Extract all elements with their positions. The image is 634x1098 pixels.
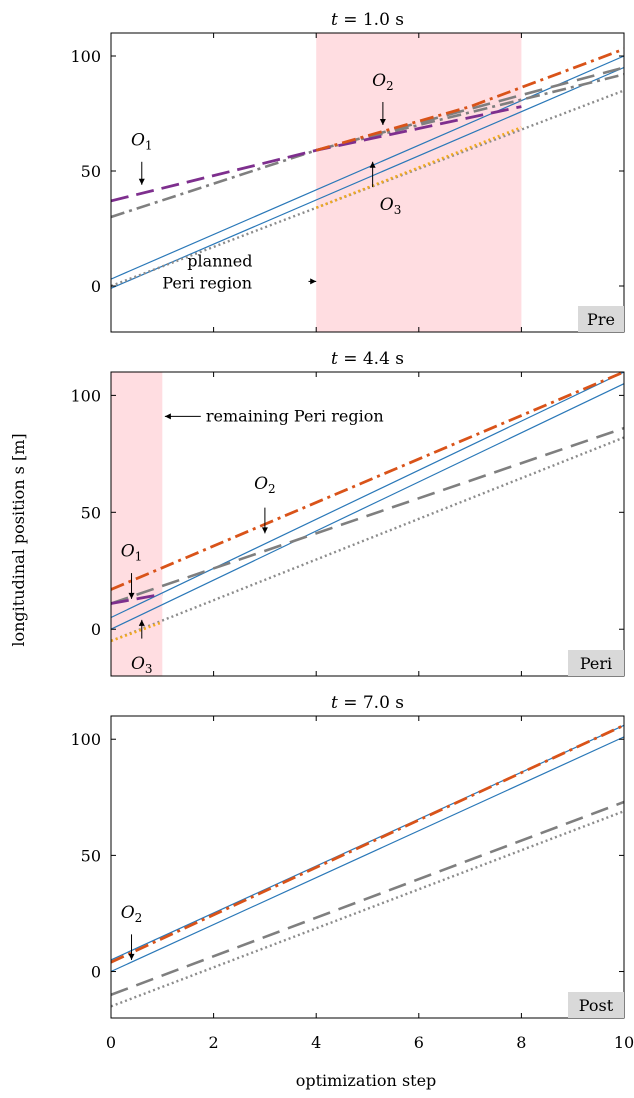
y-tick-label: 100 bbox=[70, 47, 101, 66]
x-tick-label: 10 bbox=[614, 1033, 634, 1052]
phase-tag-bg bbox=[578, 306, 624, 332]
object-label-sub: 2 bbox=[135, 911, 143, 925]
object-label: O3 bbox=[131, 654, 153, 676]
annotation-arrow-head bbox=[128, 592, 135, 599]
annotation-arrow-head bbox=[138, 178, 145, 185]
object-label: O2 bbox=[121, 903, 143, 925]
series-line-ego-blue bbox=[111, 66, 624, 289]
series-line-ego-blue bbox=[111, 372, 624, 619]
title-var: t bbox=[331, 10, 338, 30]
y-tick-label: 0 bbox=[91, 277, 101, 296]
series-line-obj-gray-dashed bbox=[111, 800, 624, 997]
series-line-ego-blue bbox=[111, 383, 624, 630]
phase-tag: Peri bbox=[580, 654, 612, 673]
series-line-obj-gray-dotted bbox=[111, 89, 624, 288]
object-label-sub: 2 bbox=[268, 482, 276, 496]
object-label-sub: 3 bbox=[145, 662, 153, 676]
annotation-arrow-head bbox=[369, 161, 376, 168]
annotation-text: remaining Peri region bbox=[206, 406, 384, 425]
title-rest: = 4.4 s bbox=[338, 349, 404, 369]
annotation-arrow-head bbox=[310, 278, 317, 285]
series-line-ego-blue bbox=[111, 55, 624, 280]
series-line-obj-orange-dashdot bbox=[111, 724, 624, 964]
series-line-obj-gray-dashed bbox=[111, 426, 624, 605]
phase-tag: Post bbox=[579, 996, 614, 1015]
series-line-obj-yellow-dotted bbox=[315, 126, 522, 210]
y-tick-label: 100 bbox=[70, 730, 101, 749]
y-tick-label: 50 bbox=[81, 846, 101, 865]
y-tick-label: 0 bbox=[91, 620, 101, 639]
series-group bbox=[111, 47, 624, 289]
peri-region-shade bbox=[111, 372, 163, 676]
panel-title: t = 1.0 s bbox=[331, 10, 404, 30]
object-label: O1 bbox=[121, 542, 143, 564]
series-line-ego-blue bbox=[111, 736, 624, 973]
object-label-sub: 2 bbox=[386, 79, 394, 93]
x-tick-label: 2 bbox=[209, 1033, 219, 1052]
phase-tag-bg bbox=[568, 650, 624, 676]
x-tick-label: 6 bbox=[414, 1033, 424, 1052]
object-label: O3 bbox=[380, 195, 402, 217]
title-var: t bbox=[331, 349, 338, 369]
object-label-name: O bbox=[131, 131, 145, 151]
title-var: t bbox=[331, 693, 338, 713]
plot-frame bbox=[110, 371, 625, 677]
annotation-text: planned bbox=[187, 252, 252, 271]
object-label: O2 bbox=[372, 71, 394, 93]
object-label-name: O bbox=[254, 474, 268, 494]
x-tick-label: 0 bbox=[106, 1033, 116, 1052]
object-label-name: O bbox=[121, 542, 135, 562]
y-tick-label: 50 bbox=[81, 503, 101, 522]
object-label-sub: 1 bbox=[145, 139, 153, 153]
object-label: O1 bbox=[131, 131, 153, 153]
series-line-obj-purple-dashed bbox=[111, 592, 163, 605]
series-group bbox=[111, 724, 624, 1008]
panel-title: t = 4.4 s bbox=[331, 349, 404, 369]
y-axis-label: longitudinal position s [m] bbox=[9, 433, 28, 646]
series-line-obj-orange-dashdot bbox=[111, 372, 624, 591]
title-rest: = 1.0 s bbox=[338, 10, 404, 30]
peri-region-shade bbox=[316, 33, 522, 332]
object-label-name: O bbox=[380, 195, 394, 215]
object-label-sub: 1 bbox=[135, 550, 143, 564]
object-label: O2 bbox=[254, 474, 276, 496]
series-line-obj-yellow-dotted bbox=[111, 620, 163, 643]
x-axis-label: optimization step bbox=[296, 1071, 437, 1090]
series-group bbox=[111, 372, 624, 643]
plot-frame bbox=[110, 32, 625, 333]
x-tick-label: 8 bbox=[516, 1033, 526, 1052]
object-label-name: O bbox=[131, 654, 145, 674]
x-tick-label: 4 bbox=[311, 1033, 321, 1052]
object-label-name: O bbox=[121, 903, 135, 923]
y-tick-label: 0 bbox=[91, 963, 101, 982]
annotation-arrow-head bbox=[164, 413, 171, 420]
annotation-text: Peri region bbox=[162, 274, 252, 293]
phase-tag: Pre bbox=[587, 310, 615, 329]
series-line-obj-gray-dotted bbox=[111, 810, 624, 1008]
phase-tag-bg bbox=[568, 992, 624, 1018]
series-line-obj-gray-dotted bbox=[111, 436, 624, 643]
annotation-arrow-head bbox=[128, 953, 135, 960]
y-tick-label: 100 bbox=[70, 386, 101, 405]
plot-frame bbox=[110, 715, 625, 1019]
y-tick-label: 50 bbox=[81, 162, 101, 181]
panel-title: t = 7.0 s bbox=[331, 693, 404, 713]
annotation-arrow-head bbox=[379, 119, 386, 125]
annotation-arrow-head bbox=[261, 527, 268, 534]
object-label-sub: 3 bbox=[394, 203, 402, 217]
annotation-arrow-head bbox=[138, 619, 145, 626]
title-rest: = 7.0 s bbox=[338, 693, 404, 713]
object-label-name: O bbox=[372, 71, 386, 91]
